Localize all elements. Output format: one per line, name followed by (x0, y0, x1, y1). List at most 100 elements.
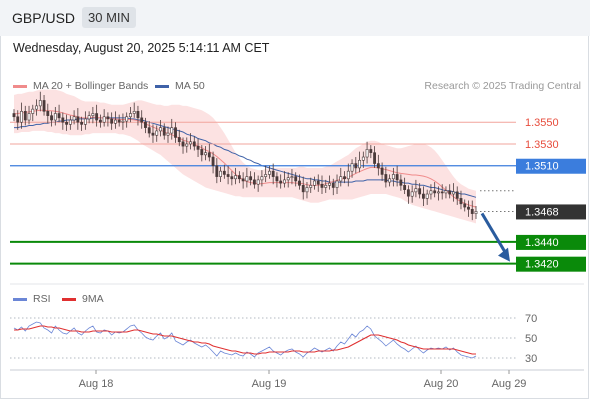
ma20-legend-swatch (13, 85, 27, 88)
candle-body (459, 198, 463, 205)
candle-body (294, 176, 298, 182)
candle-body (151, 132, 155, 136)
candle-body (162, 127, 166, 136)
candle-body (463, 203, 467, 208)
level-1-3468-badge (516, 204, 586, 220)
candle-body (260, 176, 264, 181)
candle-body (200, 149, 204, 156)
candle-body (23, 111, 27, 121)
candle-body (113, 119, 117, 124)
candle-body (286, 177, 290, 181)
candle-body (324, 185, 328, 188)
level-1-3530-label: 1.3530 (525, 139, 559, 151)
candle-body (305, 187, 309, 193)
rsi-tick-label: 30 (525, 353, 537, 365)
candle-body (376, 163, 380, 169)
candle-body (38, 100, 42, 107)
candle-body (429, 190, 433, 195)
candle-body (320, 183, 324, 188)
candle-body (129, 113, 132, 118)
candle-body (343, 176, 346, 180)
candle-body (12, 113, 16, 118)
candle-body (215, 165, 219, 177)
candle-body (301, 185, 305, 193)
ma9-legend-swatch (62, 298, 76, 301)
candle-body (395, 174, 399, 181)
candle-body (219, 170, 223, 177)
candle-body (211, 156, 215, 167)
currency-pair-title: GBP/USD (12, 10, 76, 26)
forecast-arrow (480, 212, 510, 262)
candle-body (335, 180, 339, 188)
candle-body (196, 145, 200, 150)
candle-body (346, 170, 350, 180)
candle-body (53, 113, 57, 121)
candle-body (95, 113, 99, 121)
candle-body (204, 152, 207, 156)
candle-body (189, 141, 192, 145)
candle-body (20, 111, 23, 123)
candle-body (68, 119, 72, 125)
candle-body (369, 149, 373, 153)
candle-body (234, 175, 238, 180)
level-1-3420-label: 1.3420 (525, 259, 559, 271)
level-1-3440-badge (516, 234, 586, 250)
ma50-line (14, 117, 477, 198)
candle-body (365, 149, 369, 158)
level-1-3550-label: 1.3550 (525, 117, 559, 129)
candlesticks (12, 91, 478, 221)
candle-body (328, 182, 331, 186)
candle-body (283, 179, 286, 184)
x-axis: Aug 18 Aug 19 Aug 20 Aug 29 (10, 369, 584, 390)
rsi-panel: 30 50 70 (10, 283, 584, 365)
candle-body (65, 121, 69, 125)
bollinger-band-area (14, 89, 476, 224)
x-tick-label: Aug 19 (252, 378, 287, 390)
candle-body (16, 116, 20, 123)
candle-body (57, 113, 61, 119)
timestamp: Wednesday, August 20, 2025 5:14:11 AM CE… (13, 41, 270, 55)
candle-body (170, 127, 174, 134)
candle-body (467, 206, 470, 210)
candle-body (174, 127, 177, 138)
candle-body (403, 185, 407, 190)
candle-body (410, 191, 414, 197)
ma9-legend-label: 9MA (82, 293, 104, 305)
candle-body (448, 190, 452, 195)
rsi-line (13, 321, 477, 359)
rsi-legend-label: RSI (33, 293, 51, 305)
candle-body (406, 189, 410, 197)
candle-body (373, 152, 377, 164)
candle-body (241, 178, 245, 182)
candle-body (110, 118, 114, 124)
candle-body (455, 191, 459, 199)
ma9-line (14, 325, 476, 355)
candle-body (252, 179, 256, 185)
candle-body (399, 179, 403, 186)
candle-body (140, 117, 144, 123)
candle-body (358, 159, 361, 169)
candle-body (388, 178, 392, 183)
research-credit: Research © 2025 Trading Central (424, 80, 581, 92)
candle-body (42, 100, 46, 112)
candle-body (275, 176, 279, 182)
candle-body (222, 170, 226, 175)
candle-body (72, 116, 76, 121)
candle-body (339, 176, 343, 182)
candle-body (226, 174, 230, 177)
ma50-legend-label: MA 50 (175, 80, 205, 92)
candle-body (290, 176, 294, 179)
timeframe-badge[interactable]: 30 MIN (82, 7, 136, 28)
candle-body (452, 191, 455, 195)
candle-body (144, 121, 147, 128)
candle-body (425, 193, 429, 199)
candle-body (155, 130, 159, 136)
candle-body (87, 115, 91, 120)
candle-body (185, 143, 189, 147)
ma50-legend-swatch (155, 85, 169, 88)
bollinger-bands (14, 89, 476, 224)
candle-body (166, 132, 170, 136)
level-1-3440-label: 1.3440 (525, 237, 559, 249)
price-levels: 1.3550 1.3530 1.3510 1.3468 1.3440 1.3420 (10, 117, 586, 272)
